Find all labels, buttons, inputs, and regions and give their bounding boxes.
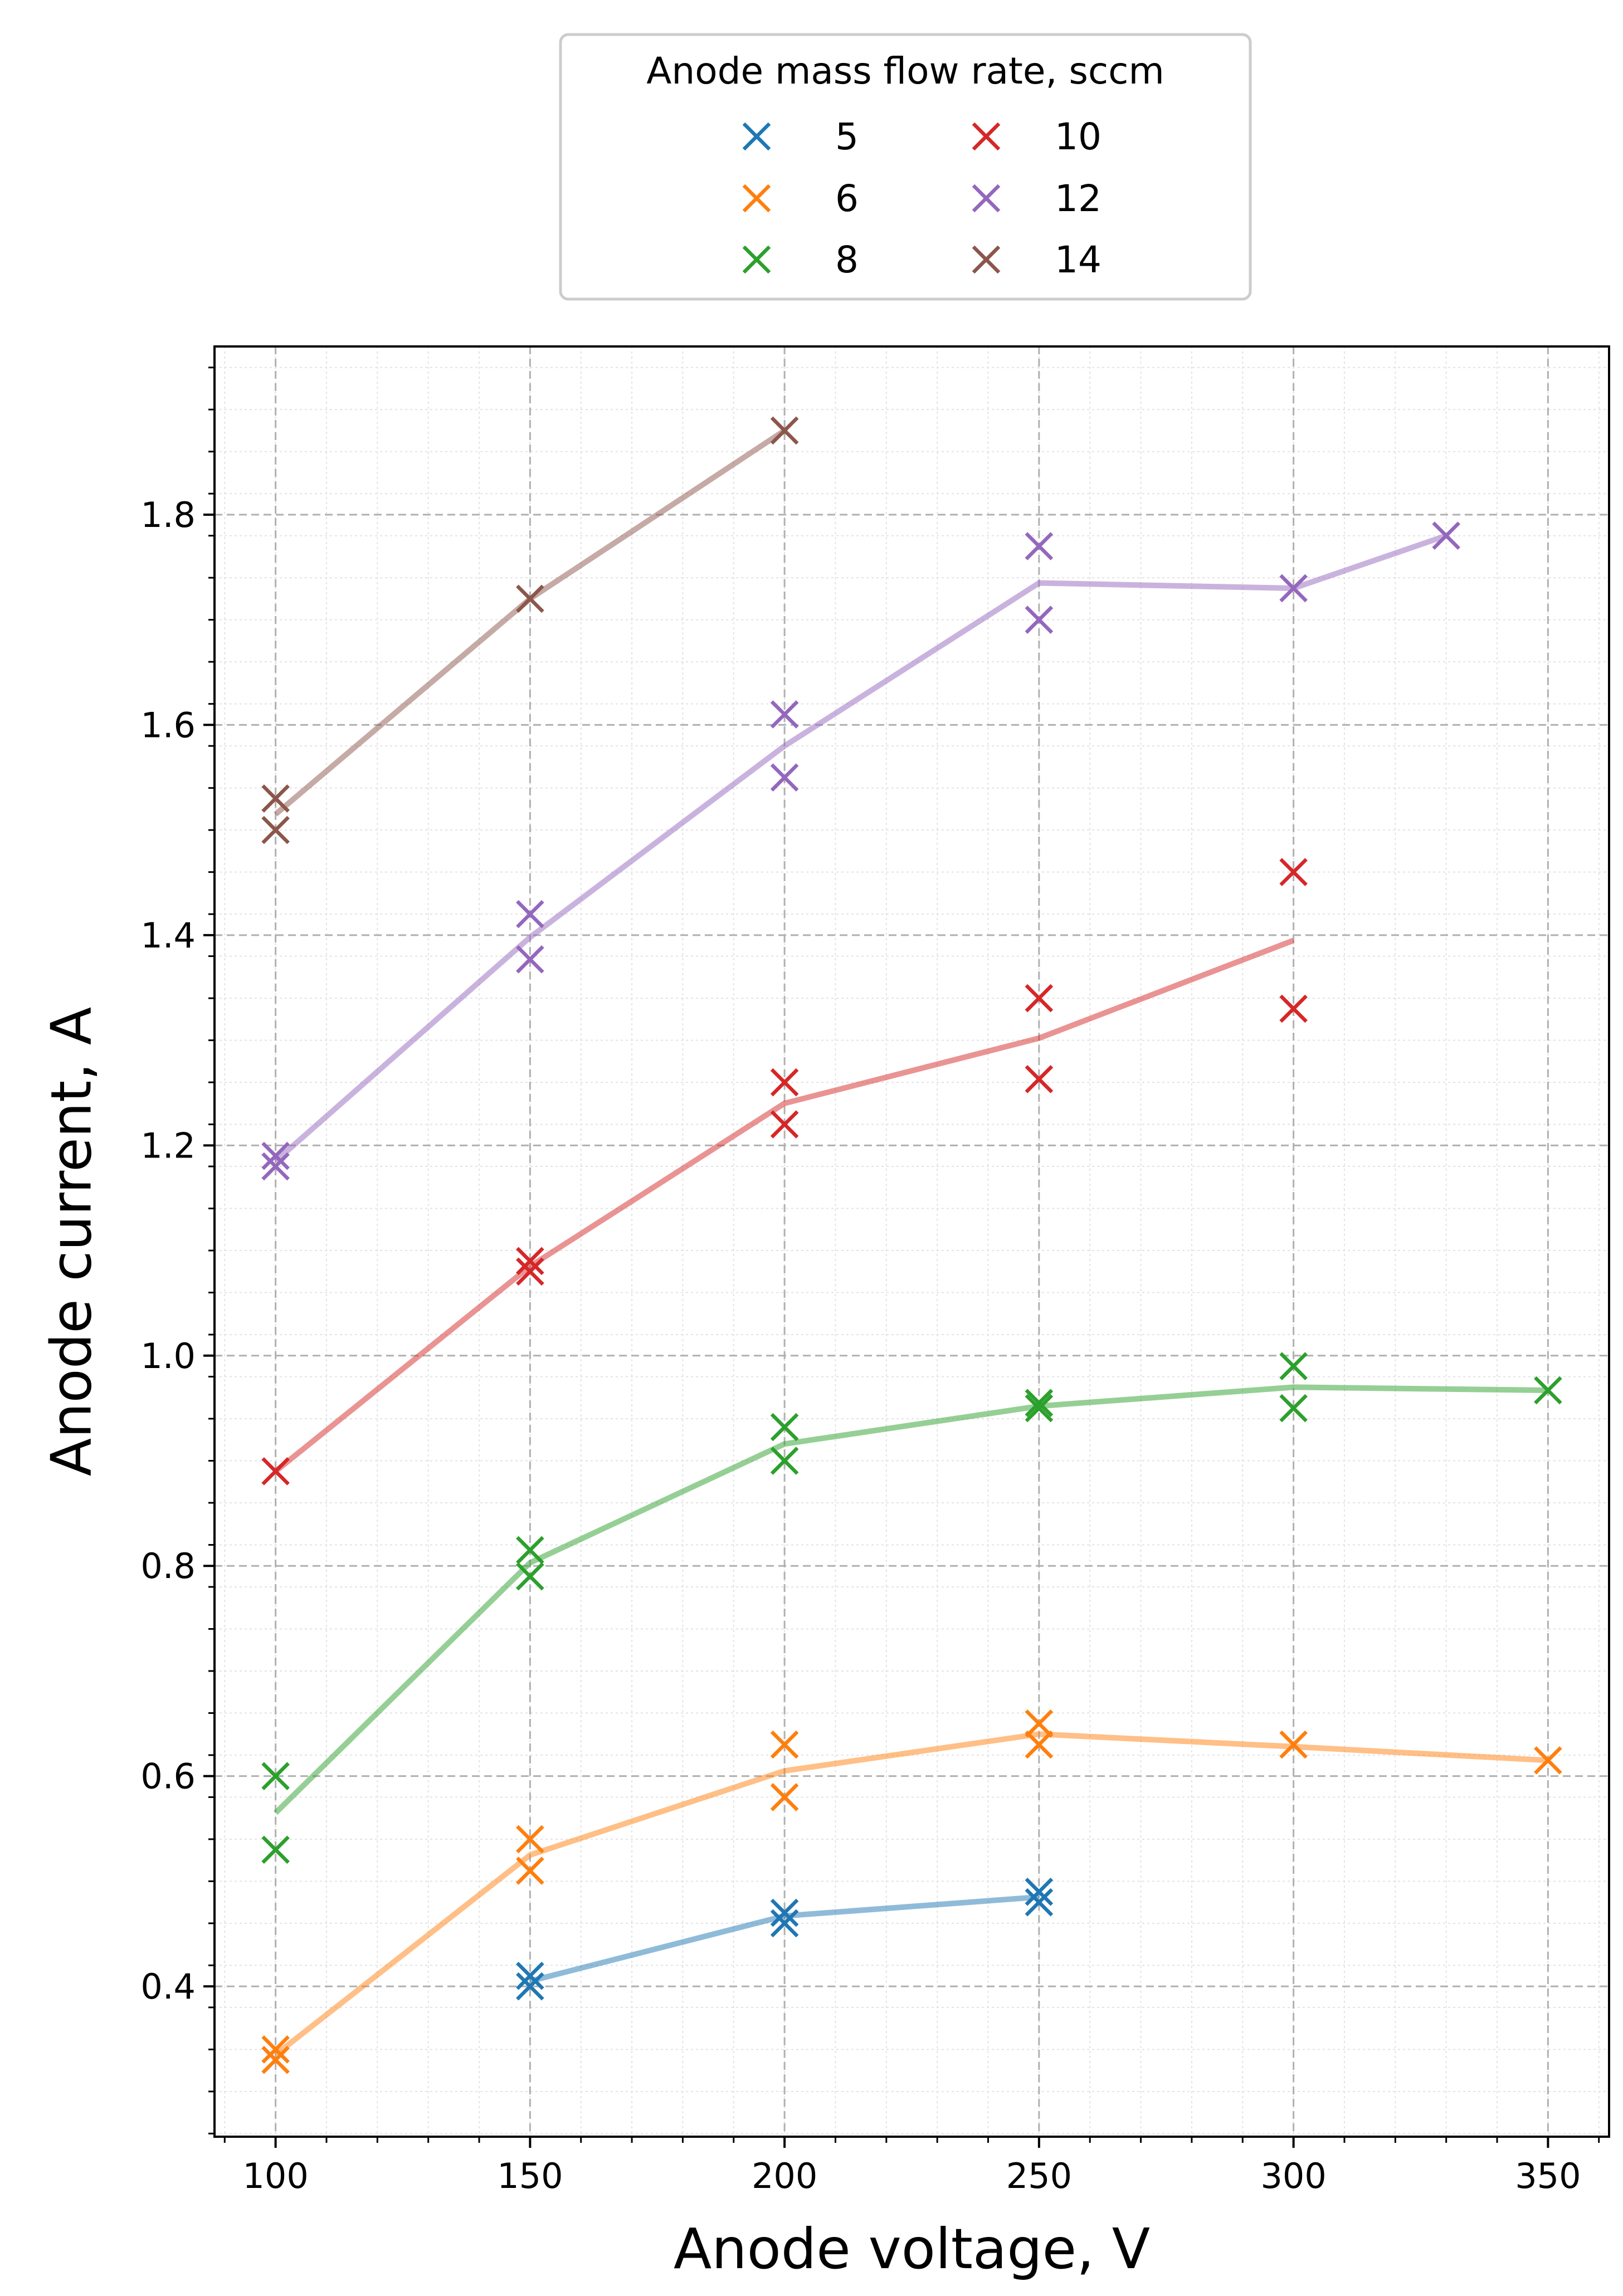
marker-5 xyxy=(1025,1888,1054,1917)
trend-line-12 xyxy=(274,533,1447,1164)
legend-label-10: 10 xyxy=(1055,115,1102,158)
legend-marker-8 xyxy=(742,245,771,274)
marker-8 xyxy=(1025,1394,1054,1423)
marker-12 xyxy=(770,700,799,729)
marker-6 xyxy=(1279,1730,1308,1759)
marker-10 xyxy=(1025,1065,1054,1093)
legend-marker-5 xyxy=(742,122,771,151)
marker-12 xyxy=(261,1141,290,1170)
marker-10 xyxy=(1279,994,1308,1023)
x-tick-label: 300 xyxy=(1260,2156,1326,2196)
marker-12 xyxy=(1279,574,1308,603)
y-tick-label: 1.0 xyxy=(140,1336,196,1376)
legend-box xyxy=(559,33,1252,301)
y-tick-label: 1.4 xyxy=(140,915,196,956)
legend-marker-10 xyxy=(972,122,1001,151)
marker-12 xyxy=(516,945,544,974)
marker-8 xyxy=(261,1835,290,1864)
marker-12 xyxy=(261,1152,290,1181)
marker-6 xyxy=(770,1783,799,1811)
marker-8 xyxy=(1025,1389,1054,1417)
marker-6 xyxy=(516,1825,544,1854)
marker-6 xyxy=(1025,1730,1054,1759)
trend-line-10 xyxy=(274,937,1295,1474)
trend-line-6 xyxy=(274,1731,1548,2057)
legend-marker-6 xyxy=(742,184,771,213)
legend-marker-14 xyxy=(972,245,1001,274)
marker-14 xyxy=(261,815,290,844)
axis-ticks: 100 150 200 250 300 350 0.4 0.6 0.8 1.0 1.2 1.4 1.6 1… xyxy=(140,367,1600,2196)
x-axis-label: Anode voltage, V xyxy=(674,2216,1150,2282)
marker-10 xyxy=(516,1247,544,1276)
legend-label-14: 14 xyxy=(1055,238,1102,281)
y-tick-label: 1.2 xyxy=(140,1125,196,1166)
marker-5 xyxy=(770,1909,799,1938)
marker-10 xyxy=(261,1457,290,1486)
trend-lines xyxy=(274,428,1548,2057)
marker-10 xyxy=(770,1068,799,1097)
marker-10 xyxy=(1025,984,1054,1013)
legend-label-5: 5 xyxy=(835,115,859,158)
grid-layer xyxy=(215,346,1609,2137)
marker-12 xyxy=(1025,605,1054,634)
trend-line-8 xyxy=(274,1384,1548,1815)
data-markers xyxy=(261,416,1562,2074)
marker-8 xyxy=(1279,1352,1308,1380)
legend-label-6: 6 xyxy=(835,177,859,220)
marker-14 xyxy=(770,416,799,445)
marker-6 xyxy=(261,2035,290,2064)
x-tick-label: 200 xyxy=(752,2156,817,2196)
marker-5 xyxy=(516,1961,544,1990)
marker-6 xyxy=(261,2045,290,2074)
x-tick-label: 350 xyxy=(1515,2156,1581,2196)
marker-5 xyxy=(516,1972,544,2001)
marker-8 xyxy=(516,1562,544,1591)
marker-6 xyxy=(516,1857,544,1885)
plot-frame xyxy=(213,345,1610,2138)
marker-5 xyxy=(770,1898,799,1927)
marker-12 xyxy=(1432,521,1460,550)
y-tick-label: 1.6 xyxy=(140,705,196,745)
marker-10 xyxy=(1279,858,1308,886)
marker-12 xyxy=(770,763,799,792)
marker-5 xyxy=(1025,1877,1054,1906)
marker-8 xyxy=(770,1447,799,1475)
legend-title: Anode mass flow rate, sccm xyxy=(646,50,1164,92)
marker-10 xyxy=(770,1110,799,1139)
y-tick-label: 0.8 xyxy=(140,1546,196,1586)
marker-14 xyxy=(261,784,290,813)
marker-14 xyxy=(516,584,544,613)
marker-12 xyxy=(1025,532,1054,560)
marker-8 xyxy=(1279,1394,1308,1423)
x-tick-label: 250 xyxy=(1006,2156,1072,2196)
y-axis-label: Anode current, A xyxy=(39,1007,104,1476)
legend: Anode mass flow rate, sccm 5 6 8 10 12 14 xyxy=(559,33,1252,301)
legend-marker-12 xyxy=(972,184,1001,213)
y-tick-label: 1.8 xyxy=(140,495,196,535)
trend-line-5 xyxy=(529,1894,1040,1984)
marker-10 xyxy=(516,1257,544,1286)
legend-label-12: 12 xyxy=(1055,177,1102,220)
marker-6 xyxy=(770,1730,799,1759)
legend-entries: 5 6 8 10 12 14 xyxy=(742,115,1102,281)
y-tick-label: 0.6 xyxy=(140,1756,196,1797)
marker-6 xyxy=(1025,1709,1054,1738)
y-tick-label: 0.4 xyxy=(140,1966,196,2007)
marker-6 xyxy=(1534,1746,1562,1775)
x-tick-label: 100 xyxy=(242,2156,308,2196)
marker-8 xyxy=(261,1762,290,1790)
marker-8 xyxy=(516,1536,544,1565)
marker-12 xyxy=(516,900,544,929)
marker-8 xyxy=(1534,1376,1562,1405)
marker-8 xyxy=(770,1413,799,1442)
x-tick-label: 150 xyxy=(497,2156,563,2196)
legend-label-8: 8 xyxy=(835,238,859,281)
